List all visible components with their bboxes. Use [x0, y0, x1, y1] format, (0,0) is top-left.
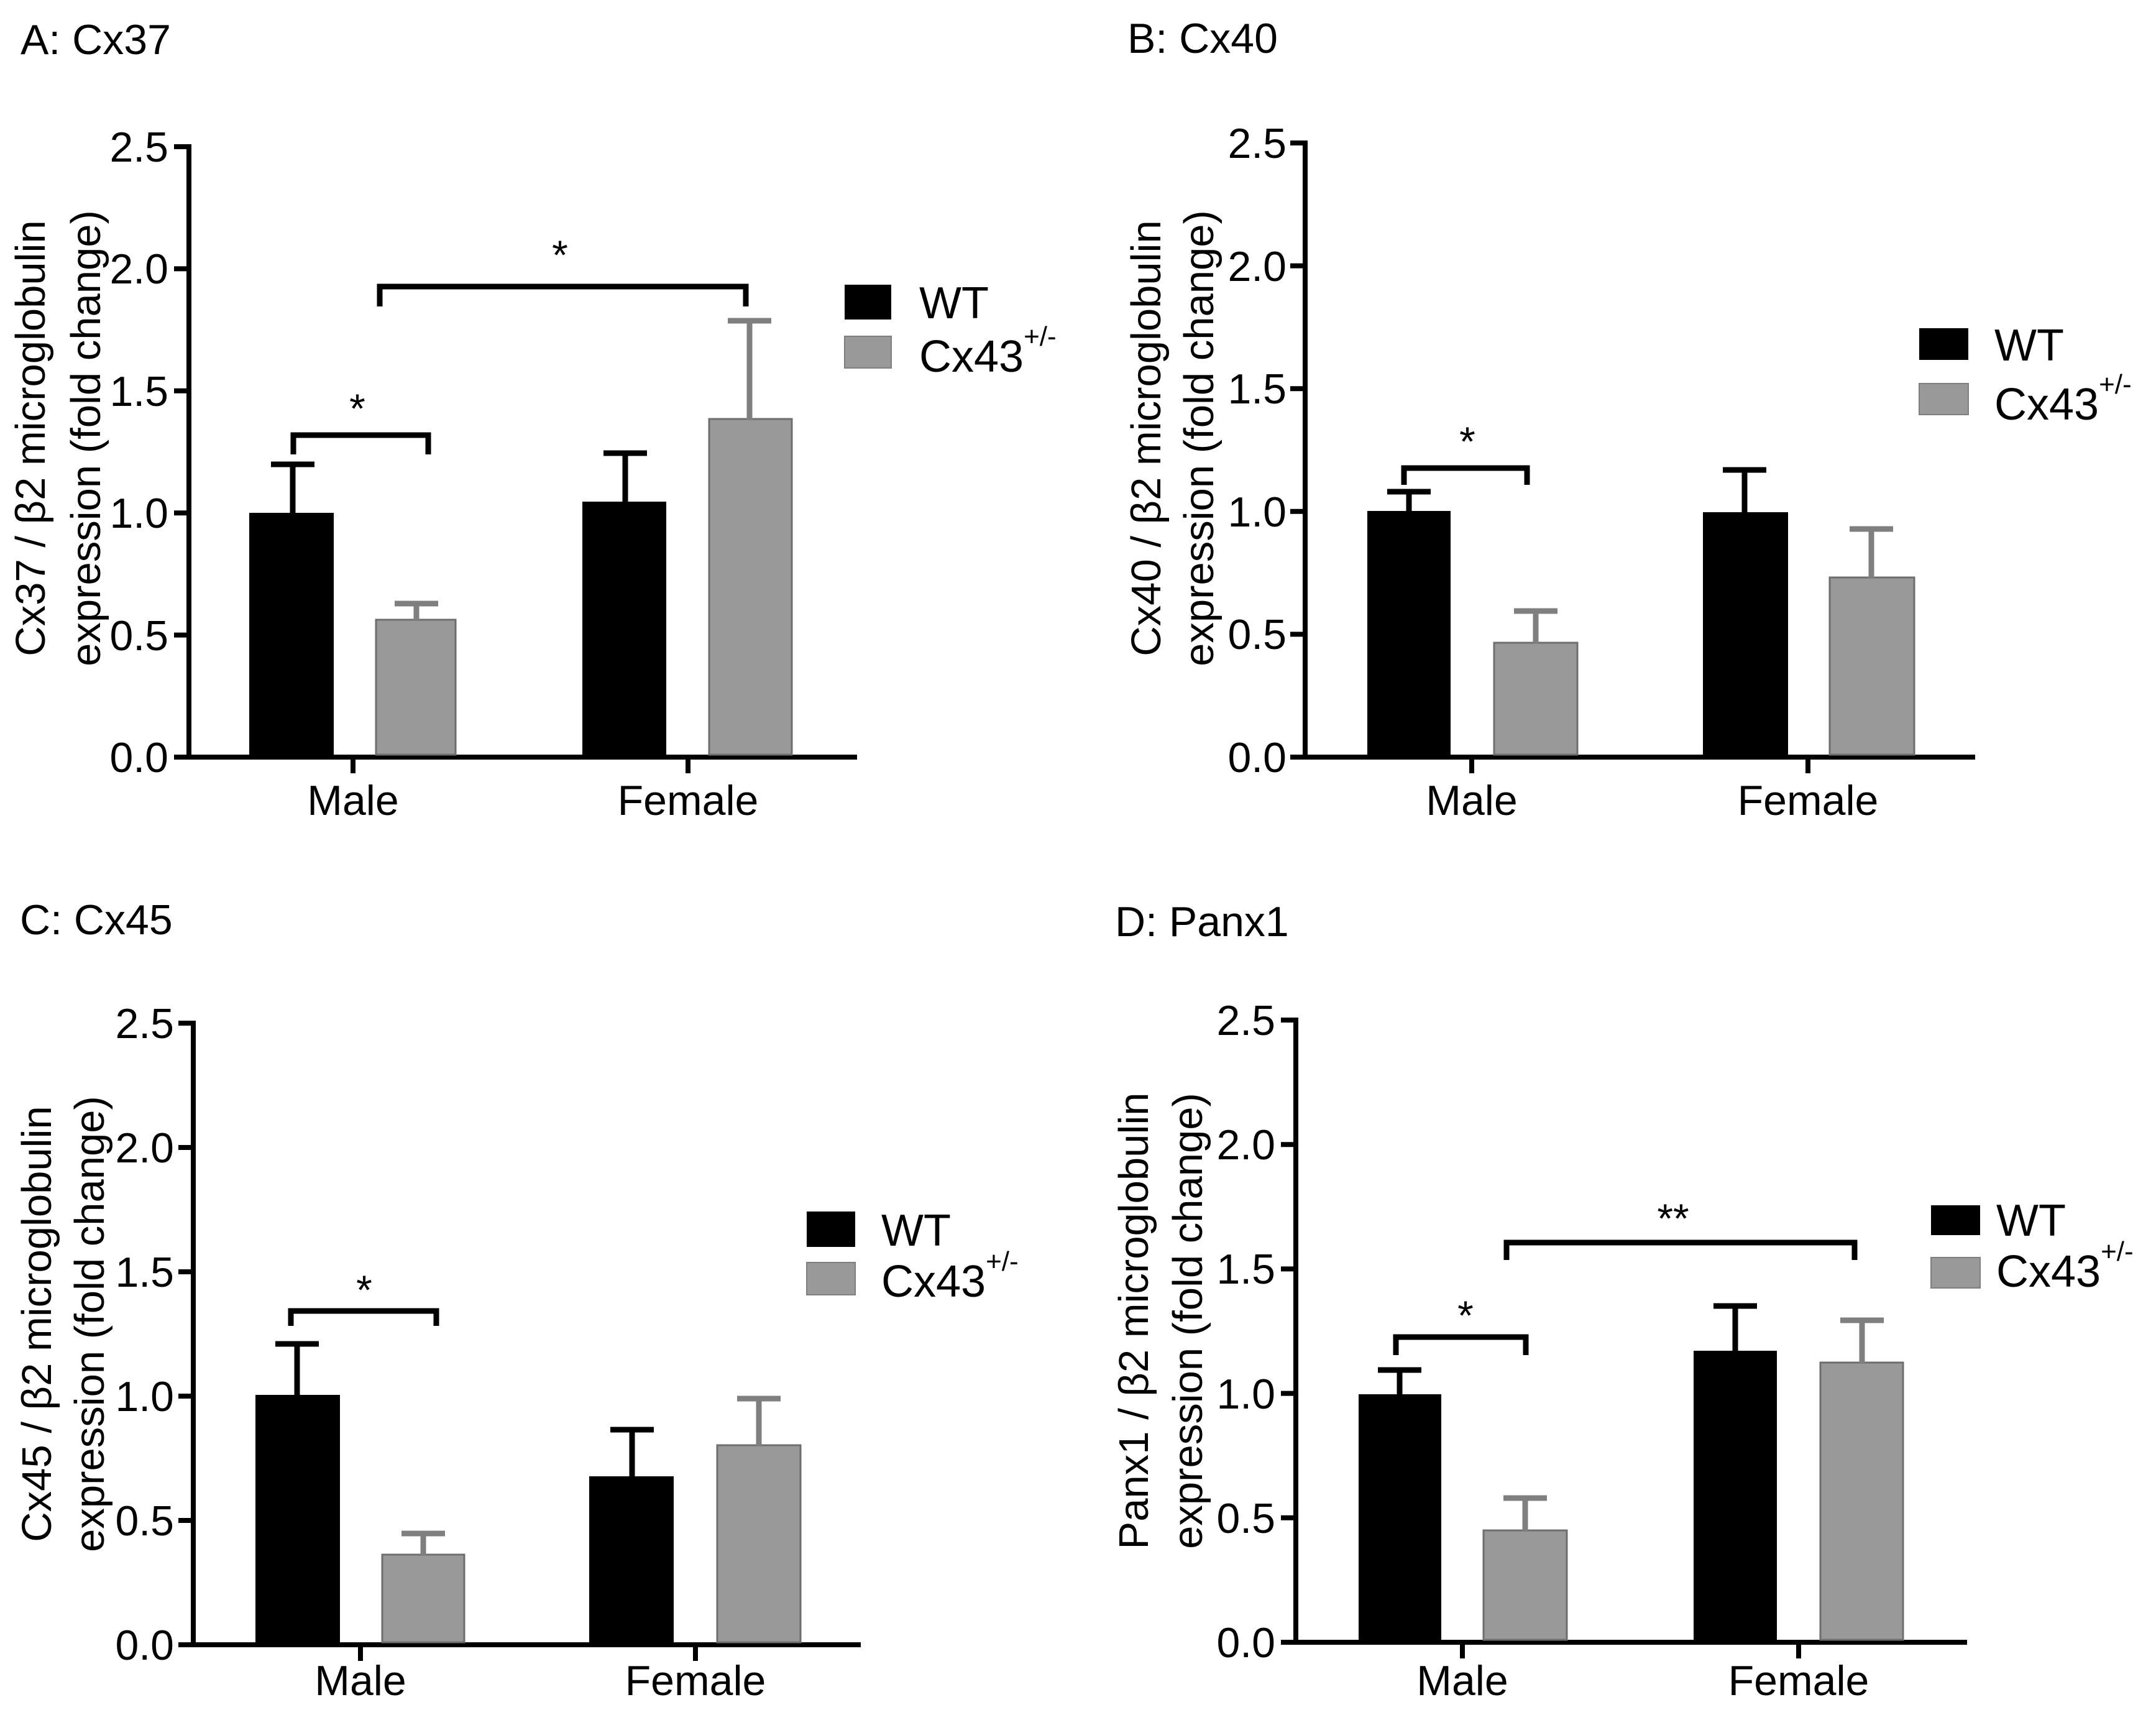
- svg-text:Female: Female: [618, 777, 759, 824]
- svg-text:D: Panx1: D: Panx1: [1115, 898, 1289, 945]
- svg-text:0.5: 0.5: [1216, 1495, 1275, 1542]
- svg-text:Male: Male: [314, 1657, 406, 1704]
- svg-text:2.0: 2.0: [1227, 243, 1287, 290]
- svg-text:expression (fold change): expression (fold change): [67, 1096, 113, 1552]
- svg-text:WT: WT: [881, 1206, 951, 1256]
- svg-text:2.5: 2.5: [1216, 997, 1275, 1044]
- svg-text:Male: Male: [307, 777, 398, 824]
- svg-text:1.5: 1.5: [109, 368, 168, 415]
- svg-text:*: *: [349, 385, 365, 431]
- svg-text:1.0: 1.0: [109, 490, 168, 537]
- svg-text:expression (fold change): expression (fold change): [1176, 210, 1222, 666]
- svg-text:1.0: 1.0: [1216, 1371, 1275, 1418]
- svg-text:0.0: 0.0: [1216, 1619, 1275, 1667]
- svg-text:C: Cx45: C: Cx45: [20, 896, 173, 944]
- svg-text:1.5: 1.5: [115, 1249, 174, 1296]
- svg-text:0.0: 0.0: [1227, 734, 1287, 781]
- svg-text:Panx1 / β2 microglobulin: Panx1 / β2 microglobulin: [1111, 1093, 1157, 1550]
- svg-text:2.0: 2.0: [109, 246, 168, 293]
- svg-text:Female: Female: [1738, 777, 1879, 824]
- svg-text:Cx37 / β2 microglobulin: Cx37 / β2 microglobulin: [7, 220, 54, 656]
- svg-text:Female: Female: [625, 1657, 766, 1704]
- svg-text:WT: WT: [919, 278, 989, 328]
- svg-text:0.5: 0.5: [109, 612, 168, 660]
- svg-text:expression (fold change): expression (fold change): [63, 210, 109, 666]
- svg-text:**: **: [1657, 1195, 1689, 1241]
- svg-text:1.0: 1.0: [1227, 489, 1287, 536]
- svg-text:1.5: 1.5: [1227, 366, 1287, 413]
- svg-text:Male: Male: [1416, 1657, 1508, 1704]
- svg-text:expression (fold change): expression (fold change): [1165, 1093, 1211, 1549]
- svg-text:A: Cx37: A: Cx37: [21, 16, 171, 63]
- svg-text:0.5: 0.5: [1227, 611, 1287, 658]
- svg-text:0.5: 0.5: [115, 1497, 174, 1545]
- svg-text:0.0: 0.0: [115, 1622, 174, 1669]
- svg-text:B: Cx40: B: Cx40: [1127, 15, 1278, 62]
- svg-text:1.0: 1.0: [115, 1373, 174, 1420]
- svg-text:WT: WT: [1994, 321, 2064, 370]
- svg-text:2.5: 2.5: [1227, 120, 1287, 167]
- svg-text:WT: WT: [1996, 1196, 2066, 1246]
- svg-text:Cx45 / β2 microglobulin: Cx45 / β2 microglobulin: [14, 1106, 60, 1542]
- svg-text:Male: Male: [1426, 777, 1517, 824]
- svg-text:2.5: 2.5: [115, 1000, 174, 1047]
- svg-text:*: *: [552, 232, 568, 278]
- svg-text:Female: Female: [1728, 1657, 1869, 1704]
- svg-text:Cx40 / β2 microglobulin: Cx40 / β2 microglobulin: [1123, 220, 1170, 656]
- svg-text:2.0: 2.0: [115, 1124, 174, 1172]
- svg-text:0.0: 0.0: [109, 734, 168, 781]
- svg-text:1.5: 1.5: [1216, 1246, 1275, 1293]
- svg-text:*: *: [1457, 1292, 1474, 1338]
- svg-text:*: *: [356, 1267, 372, 1313]
- svg-text:2.0: 2.0: [1216, 1121, 1275, 1169]
- svg-text:2.5: 2.5: [109, 124, 168, 171]
- svg-text:*: *: [1459, 418, 1475, 464]
